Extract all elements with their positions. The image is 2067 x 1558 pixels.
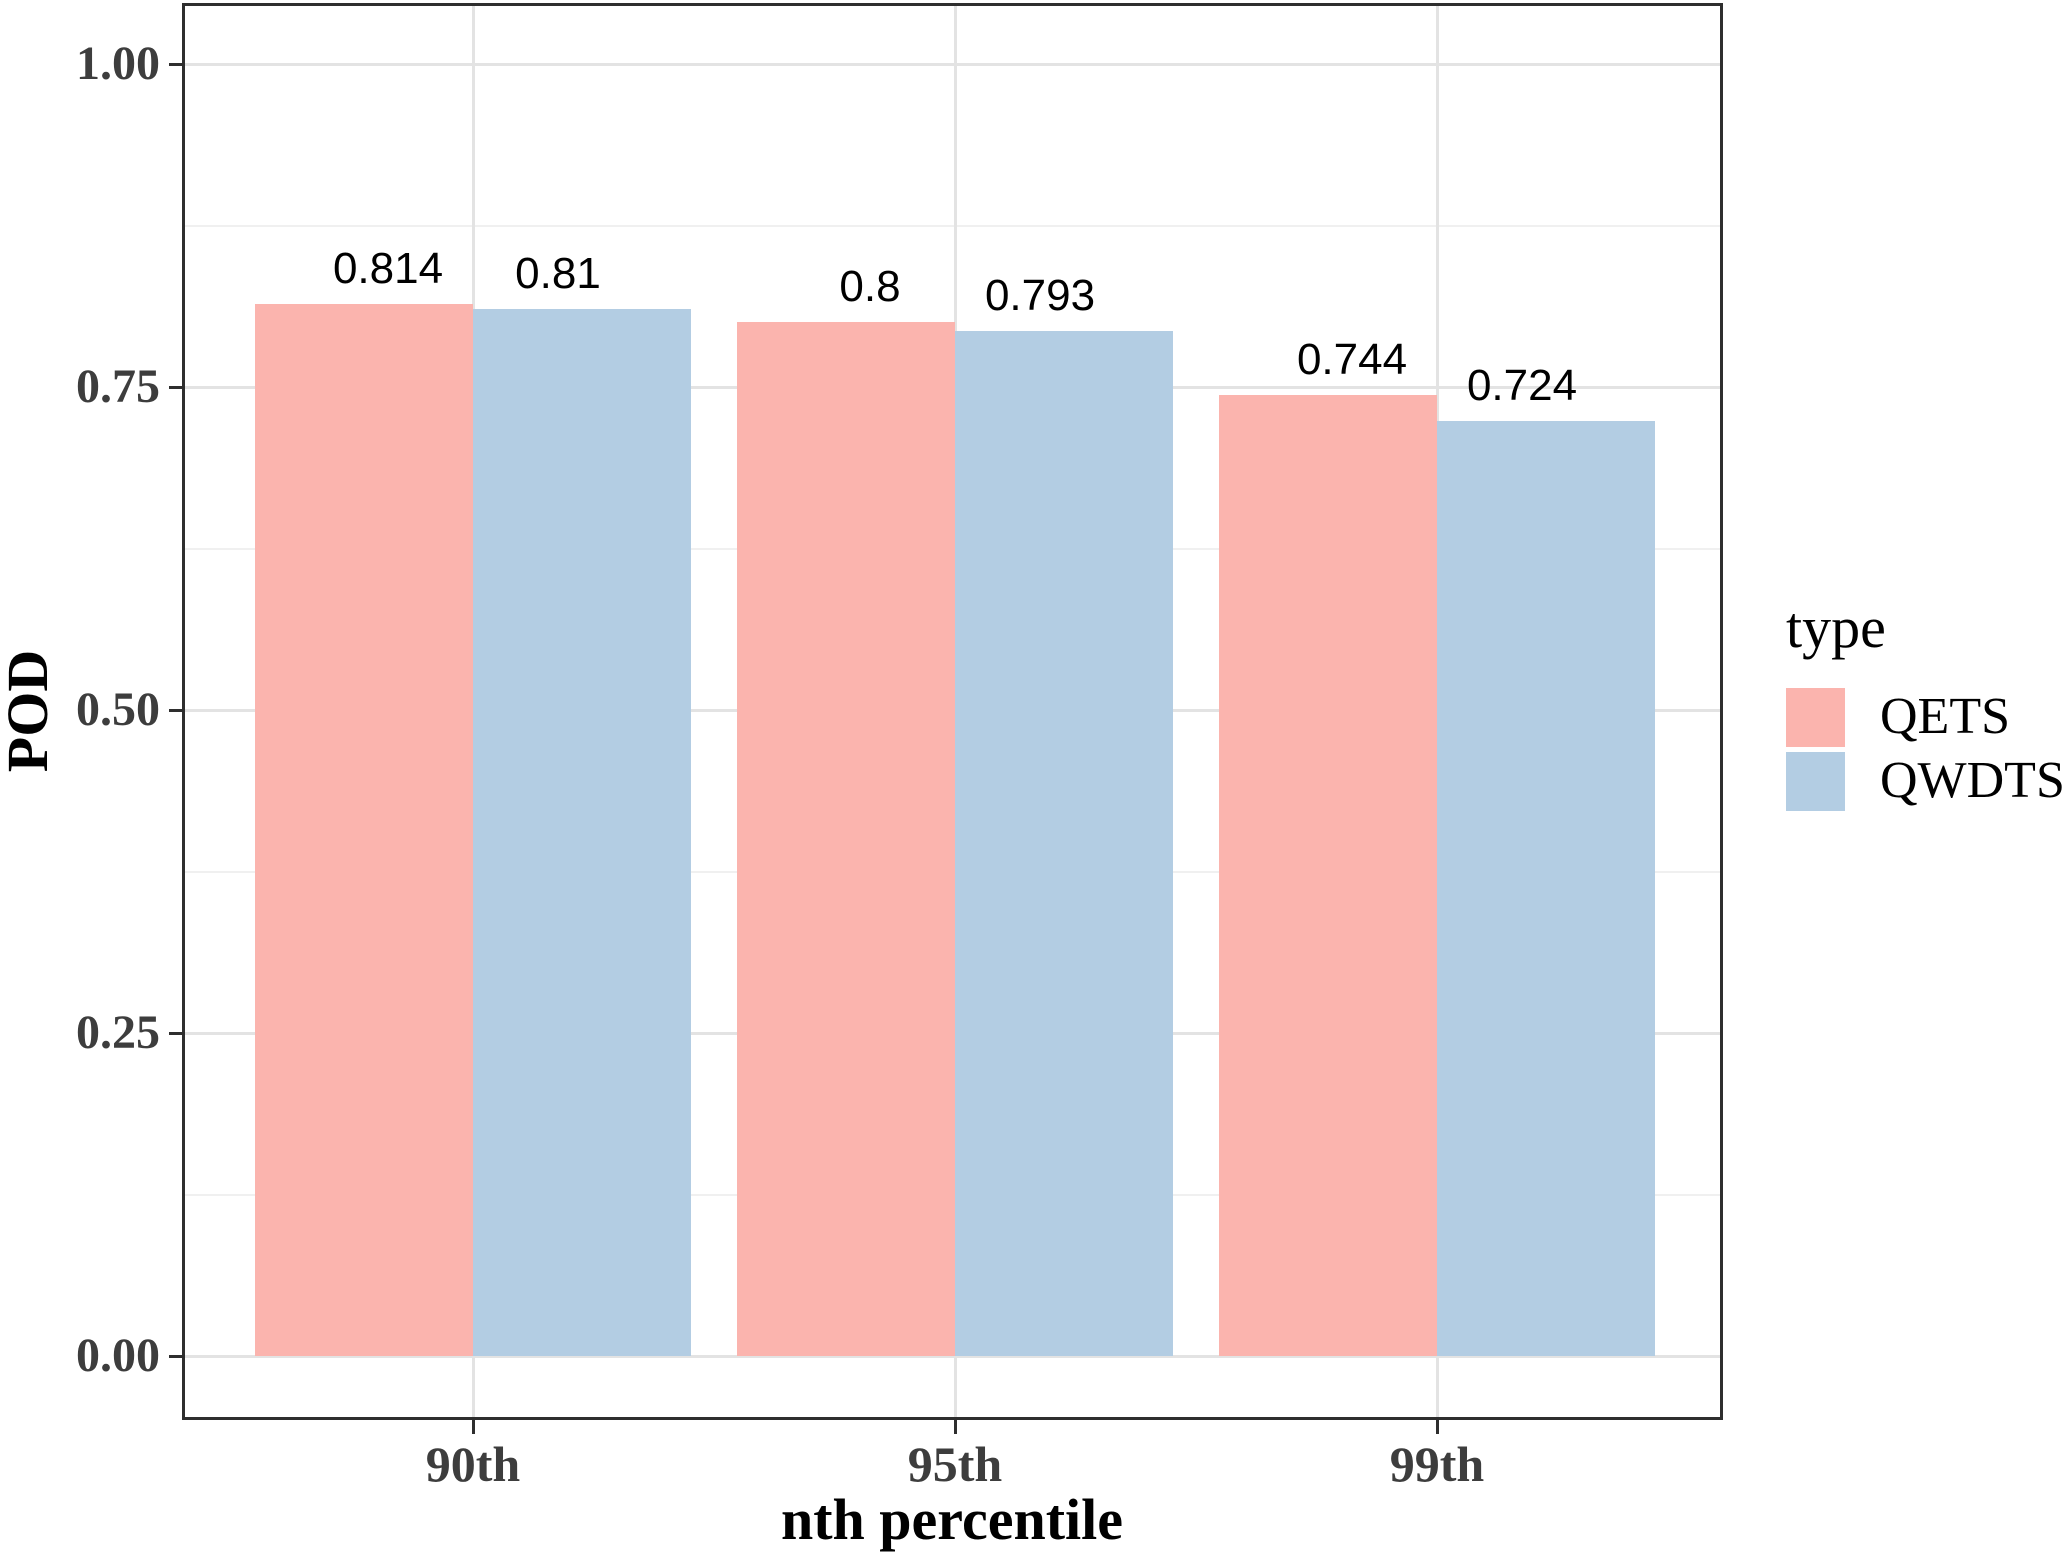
y-tick-label: 0.00: [76, 1329, 160, 1382]
legend-title: type: [1786, 595, 1886, 660]
y-axis-tick: [169, 62, 182, 66]
bar-value-label: 0.724: [1466, 360, 1578, 410]
gridline-major-horizontal: [185, 1354, 1720, 1358]
gridline-minor-horizontal: [185, 224, 1720, 227]
bar-qets-99th: [1219, 394, 1437, 1356]
legend-swatch-qwdts: [1786, 751, 1845, 811]
x-tick-label: 95th: [907, 1436, 1003, 1492]
x-axis-tick: [471, 1420, 475, 1434]
y-axis-tick: [169, 708, 182, 712]
bar-qets-95th: [737, 322, 955, 1356]
x-tick-label: 90th: [425, 1436, 521, 1492]
x-axis-tick: [1435, 1420, 1439, 1434]
y-tick-label: 0.25: [76, 1006, 160, 1059]
legend-entry-qets: QETS: [1786, 687, 2065, 747]
bar-value-label: 0.814: [332, 244, 444, 294]
y-tick-label: 0.75: [76, 360, 160, 413]
x-axis-title: nth percentile: [780, 1487, 1124, 1552]
y-tick-label: 0.50: [76, 683, 160, 736]
plot-panel: 0.814 0.81 0.8 0.793 0.744 0.724: [182, 3, 1723, 1420]
y-axis-tick: [169, 1031, 182, 1035]
bar-qwdts-95th: [955, 331, 1173, 1356]
bar-value-label: 0.81: [515, 249, 601, 299]
bar-qwdts-90th: [473, 309, 691, 1356]
legend-label-qwdts: QWDTS: [1880, 752, 2065, 810]
bar-qets-90th: [255, 304, 473, 1356]
legend-entries: QETS QWDTS: [1786, 687, 2065, 811]
y-axis-tick: [169, 1354, 182, 1358]
gridline-major-horizontal: [185, 62, 1720, 66]
bar-value-label: 0.8: [839, 262, 901, 312]
x-tick-label: 99th: [1389, 1436, 1485, 1492]
legend-entry-qwdts: QWDTS: [1786, 751, 2065, 811]
legend-swatch-qets: [1786, 687, 1845, 747]
y-axis-tick: [169, 385, 182, 389]
bar-value-label: 0.744: [1296, 334, 1408, 384]
y-tick-label: 1.00: [76, 37, 160, 90]
x-axis-tick: [953, 1420, 957, 1434]
bar-qwdts-99th: [1437, 420, 1655, 1356]
bar-value-label: 0.793: [984, 271, 1096, 321]
legend-label-qets: QETS: [1880, 688, 2010, 746]
y-axis-title: POD: [0, 649, 60, 773]
legend: type QETS QWDTS: [1786, 596, 2065, 816]
